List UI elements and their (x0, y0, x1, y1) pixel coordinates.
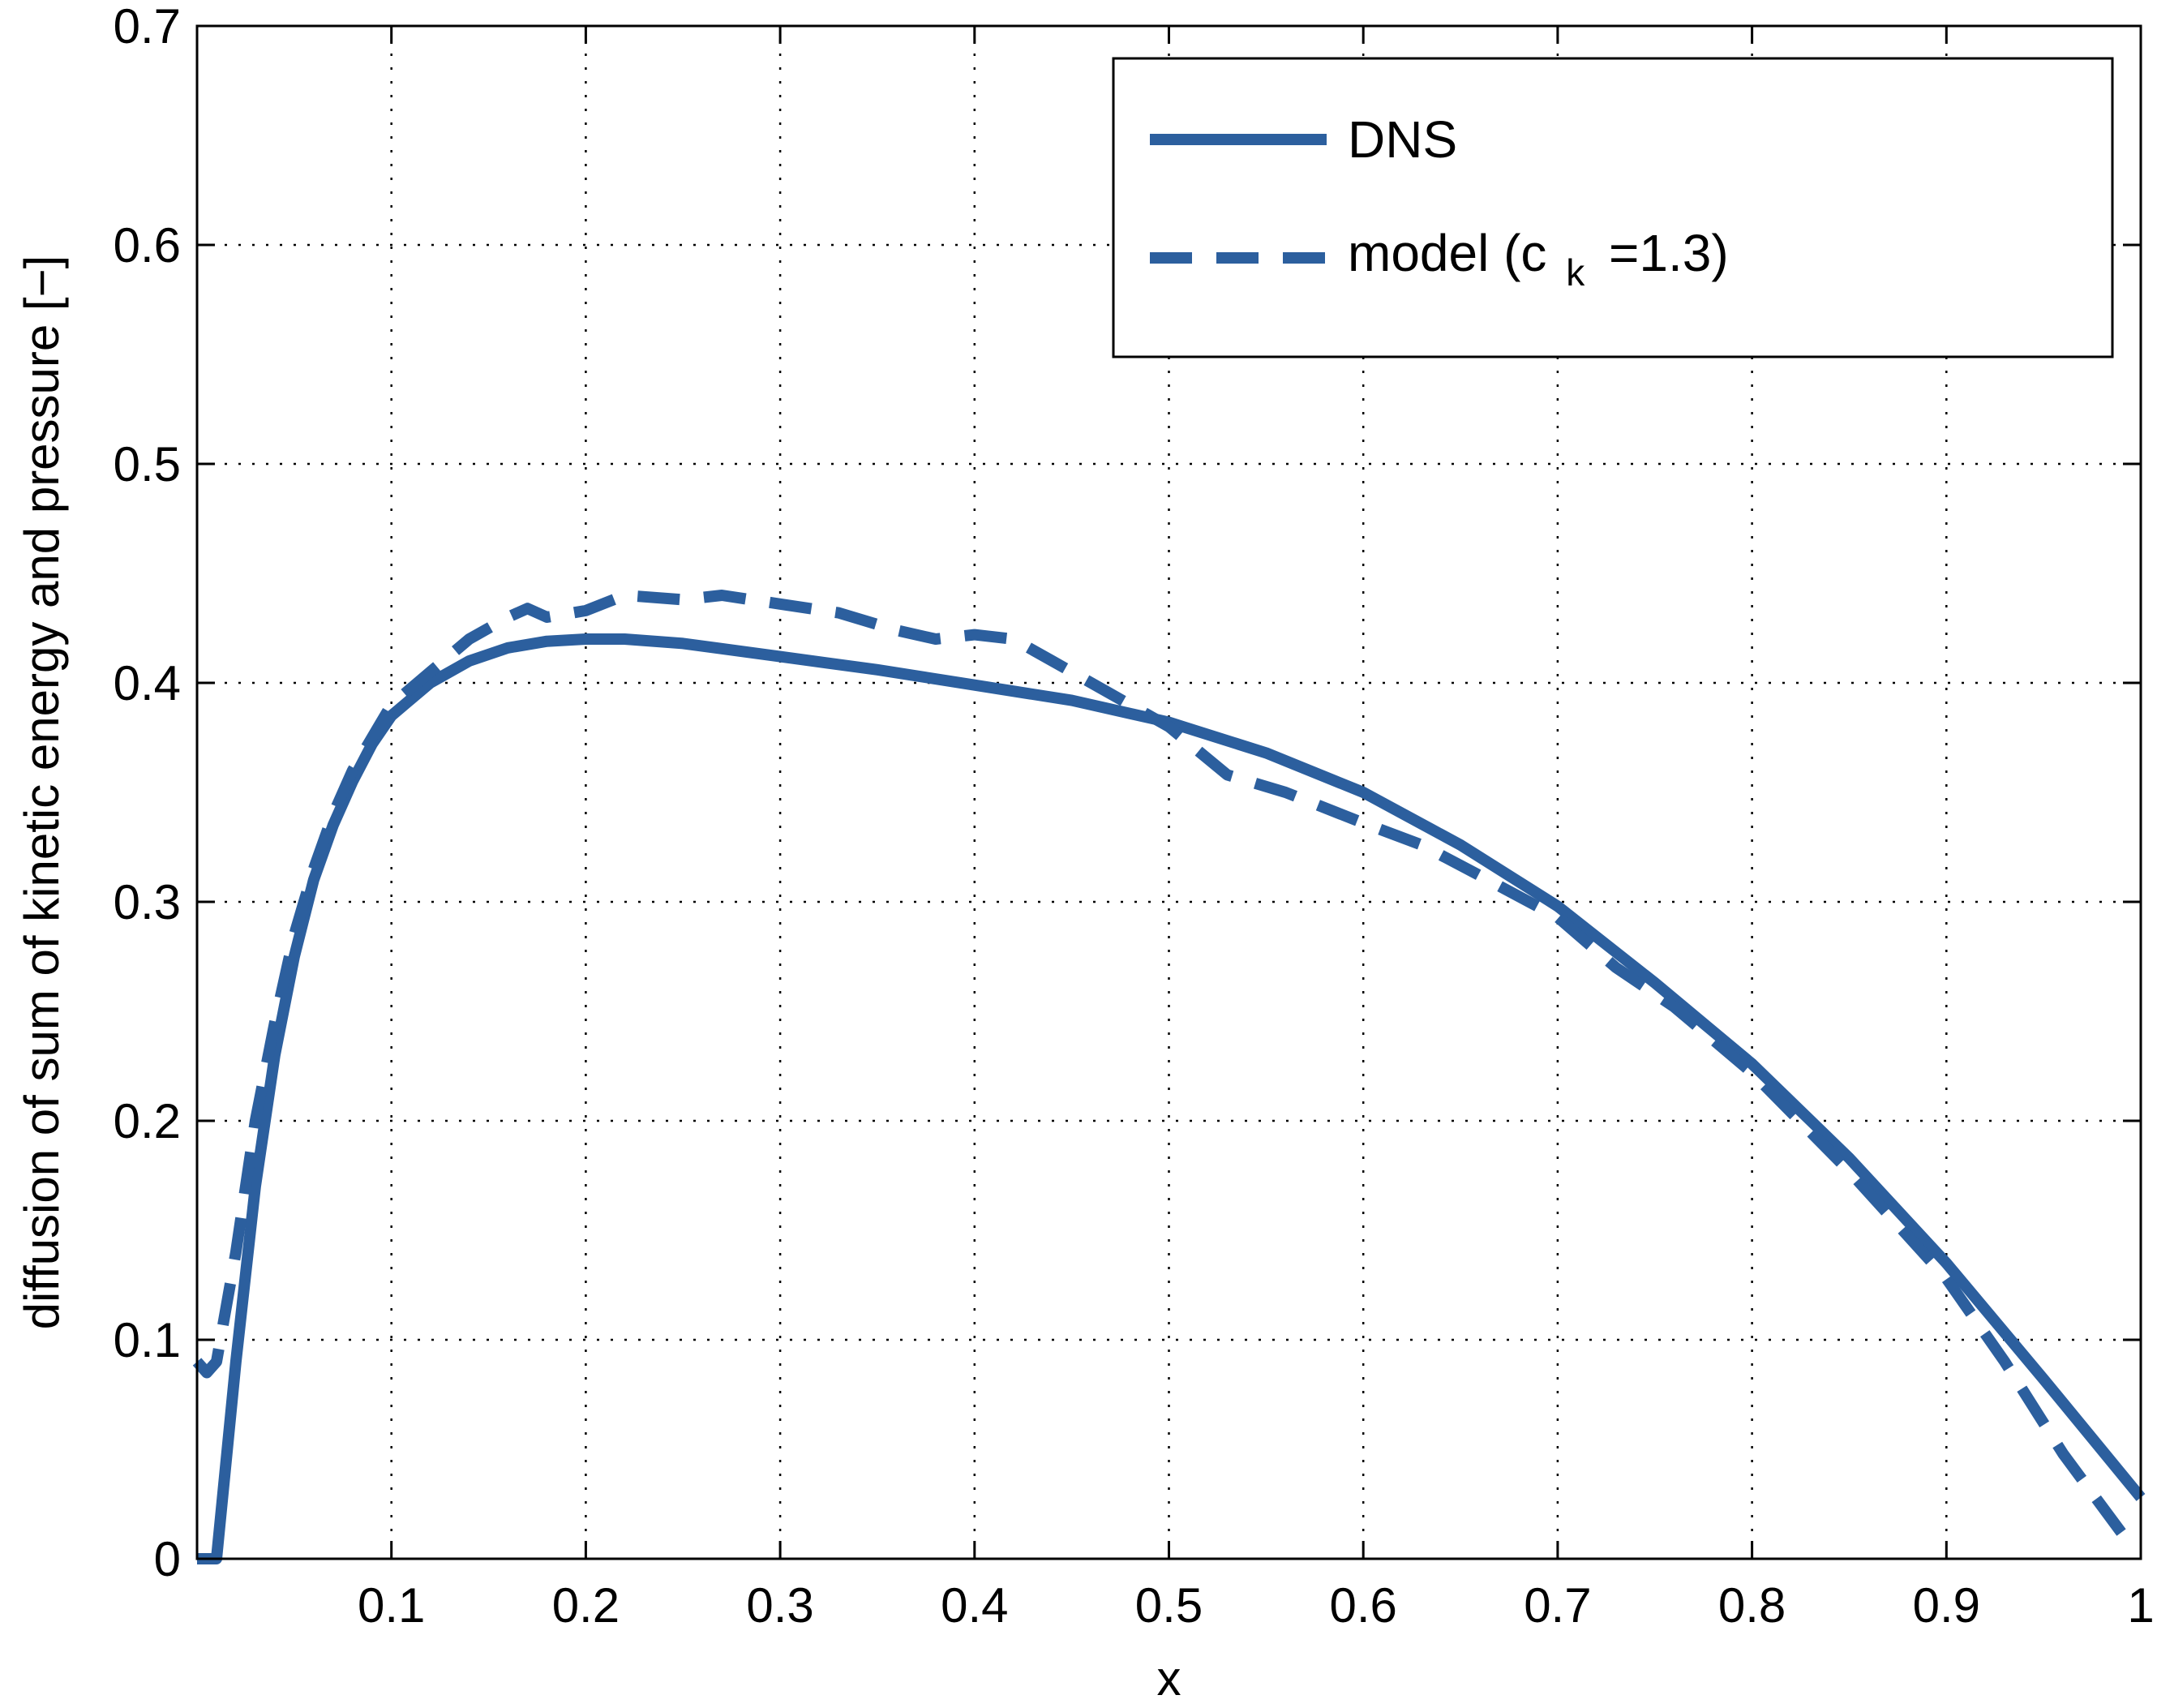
legend-label-model: model (c k =1.3) (1348, 224, 1729, 297)
legend-label-dns: DNS (1348, 110, 1457, 169)
y-tick-label: 0 (154, 1532, 181, 1586)
x-axis-label: x (1157, 1651, 1181, 1706)
x-tick-label: 0.7 (1524, 1578, 1591, 1633)
y-axis-label: diffusion of sum of kinetic energy and p… (15, 255, 69, 1330)
y-tick-label: 0.3 (114, 875, 181, 929)
y-tick-label: 0.2 (114, 1094, 181, 1148)
x-tick-label: 0.2 (552, 1578, 620, 1633)
x-tick-label: 0.4 (941, 1578, 1008, 1633)
y-tick-label: 0.4 (114, 656, 181, 710)
x-tick-label: 0.1 (358, 1578, 425, 1633)
legend: DNS model (c k =1.3) (1112, 57, 2114, 358)
series-layer (192, 590, 2146, 1564)
legend-label-model-suffix: =1.3) (1609, 224, 1729, 282)
x-tick-label: 0.3 (746, 1578, 813, 1633)
ticks: 0.1 0.2 0.3 0.4 0.5 0.6 0.7 0.8 0.9 1 0 0.1 0.2 0.3 0.… (114, 0, 2155, 1633)
y-tick-label: 0.5 (114, 437, 181, 491)
y-tick-label: 0.6 (114, 218, 181, 273)
x-tick-label: 0.5 (1135, 1578, 1203, 1633)
y-tick-label: 0.1 (114, 1313, 181, 1367)
x-tick-label: 0.9 (1913, 1578, 1980, 1633)
x-tick-label: 0.6 (1329, 1578, 1396, 1633)
legend-label-model-main: model (c (1348, 224, 1546, 282)
series-line-model (192, 590, 2126, 1536)
x-tick-label: 0.8 (1718, 1578, 1786, 1633)
legend-label-model-subscript: k (1566, 251, 1585, 294)
legend-box (1112, 57, 2114, 358)
y-tick-label: 0.7 (114, 0, 181, 54)
x-tick-label: 1 (2127, 1578, 2154, 1633)
